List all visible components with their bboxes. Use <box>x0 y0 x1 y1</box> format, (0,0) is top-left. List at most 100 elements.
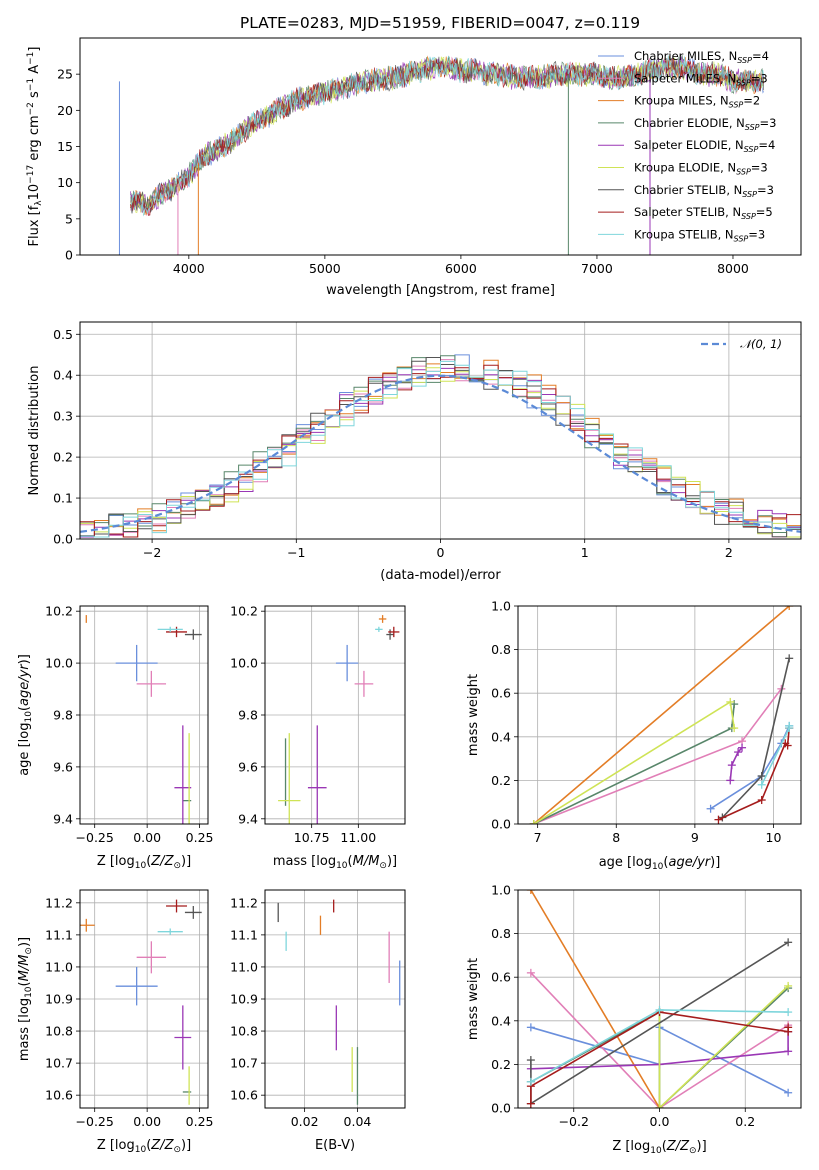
x-tick-label: 0 <box>437 545 445 560</box>
errorbar-point-0 <box>115 644 158 682</box>
label-part: ( <box>663 855 668 870</box>
y-tick-label: 11.2 <box>230 895 258 910</box>
errorbar-point-6 <box>184 906 202 919</box>
label-part: ] <box>27 47 42 52</box>
label-part: )] <box>181 1138 191 1153</box>
histogram-8 <box>80 360 801 538</box>
panel-mass-vs-Z: −0.25 0.00 0.25 10.6 10.7 10.8 10.9 11.0 11.1 11.… <box>17 889 214 1155</box>
axes-frame <box>264 605 406 825</box>
y-axis-label: mass [log10(M/M⊙)] <box>17 937 34 1061</box>
y-axis-label: Normed distribution <box>27 366 42 496</box>
label-part: −1 <box>26 52 36 65</box>
y-tick-label: 0.8 <box>491 926 511 941</box>
y-tick-label: 10.2 <box>230 604 258 619</box>
label-part: =3 <box>748 227 765 241</box>
label-part: ( <box>146 1138 151 1153</box>
y-tick-label: 0.4 <box>491 1013 511 1028</box>
y-tick-label: 0.4 <box>491 729 511 744</box>
label-part: =5 <box>756 205 773 219</box>
x-axis-label: age [log10(age/yr)] <box>599 855 721 872</box>
label-part: Z [log <box>612 1139 650 1154</box>
y-tick-label: 10.7 <box>230 1056 258 1071</box>
y-tick-label: 10.9 <box>230 992 258 1007</box>
errorbar-point-5 <box>278 733 301 824</box>
errorbar-point-8 <box>157 626 183 632</box>
label-part: ( <box>17 981 32 986</box>
label-part: ⊙ <box>173 861 181 871</box>
label-part: =4 <box>758 138 775 152</box>
x-tick-label: −2 <box>143 545 161 560</box>
y-tick-label: 0.2 <box>491 1057 511 1072</box>
x-tick-label: 8 <box>612 830 620 845</box>
axes-frame <box>517 889 802 1109</box>
label-part: 10 <box>135 1145 147 1155</box>
weight-series-8 <box>757 721 794 789</box>
label-part: −17 <box>26 165 36 184</box>
spectrum-line-8 <box>129 55 765 217</box>
label-part: =3 <box>757 183 774 197</box>
label-part: Salpeter STELIB, N <box>634 205 741 219</box>
y-tick-label: 0.2 <box>53 450 73 465</box>
label-part: )] <box>697 1139 707 1154</box>
weight-line <box>658 985 789 1108</box>
x-tick-label: 7 <box>534 830 542 845</box>
weight-lines <box>526 890 793 1108</box>
y-tick-label: 10.6 <box>45 1088 73 1103</box>
y-tick-label: 0 <box>65 248 73 263</box>
y-tick-label: 11.1 <box>45 927 73 942</box>
x-tick-label: 1 <box>581 545 589 560</box>
x-tick-label: 0.00 <box>133 830 161 845</box>
y-tick-label: 11.0 <box>230 959 258 974</box>
label-part: SSP <box>729 101 744 110</box>
axes-frame <box>79 605 209 825</box>
label-part: SSP <box>744 145 759 154</box>
label-part: λ <box>34 200 44 206</box>
y-tick-label: 9.4 <box>53 811 73 826</box>
y-tick-label: 1.0 <box>491 599 511 614</box>
x-tick-label: 0.00 <box>133 1114 161 1129</box>
errorbar-point-1 <box>354 670 374 697</box>
errorbar-point-6 <box>386 629 394 640</box>
errorbar-point-2 <box>378 615 387 623</box>
errorbar-point-1 <box>136 670 167 697</box>
y-tick-label: 10.9 <box>45 992 73 1007</box>
y-tick-label: 9.6 <box>53 759 73 774</box>
x-tick-label: −1 <box>287 545 305 560</box>
errorbar-point-2 <box>80 918 95 932</box>
errorbar-point-1 <box>136 941 167 974</box>
legend-label-2: Kroupa MILES, NSSP=2 <box>634 94 760 110</box>
weight-line <box>729 747 743 781</box>
x-axis-label: E(B-V) <box>315 1138 355 1153</box>
x-tick-label: 9 <box>691 830 699 845</box>
y-tick-label: 9.8 <box>238 708 258 723</box>
weight-line <box>530 890 661 1108</box>
figure-title: PLATE=0283, MJD=51959, FIBERID=0047, z=0… <box>240 14 640 32</box>
y-tick-label: 25 <box>57 67 73 82</box>
label-part: ( <box>662 1139 667 1154</box>
label-part: )] <box>387 854 397 869</box>
label-part: Z [log <box>97 1138 135 1153</box>
errorbar-point-0 <box>335 644 359 682</box>
y-axis-label: mass weight <box>466 674 481 756</box>
label-part: SSP <box>745 123 760 132</box>
label-part: Salpeter MILES, N <box>634 71 736 85</box>
label-part: Chabrier STELIB, N <box>634 183 742 197</box>
x-tick-label: −0.25 <box>76 830 114 845</box>
label-part: −1 <box>26 78 36 91</box>
label-part: SSP <box>736 168 751 177</box>
label-part: age/yr <box>668 855 711 870</box>
label-part: Kroupa ELODIE, N <box>634 161 736 175</box>
errorbars <box>85 615 202 824</box>
label-part: ⊙ <box>379 861 387 871</box>
weight-line <box>721 658 790 819</box>
y-tick-label: 20 <box>57 103 73 118</box>
weight-series-8 <box>526 1005 793 1086</box>
y-tick-label: 1.0 <box>491 883 511 898</box>
label-part: M/M <box>353 854 380 869</box>
y-tick-label: 5 <box>65 211 73 226</box>
x-tick-label: −0.25 <box>76 1114 114 1129</box>
weight-series-2 <box>529 606 794 824</box>
label-part: SSP <box>736 78 751 87</box>
